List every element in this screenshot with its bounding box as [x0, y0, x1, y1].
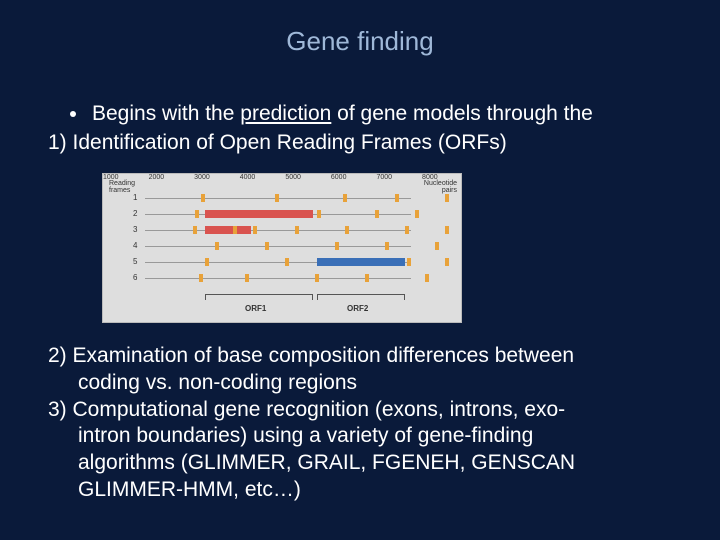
figure-marker [193, 226, 197, 234]
line-1: 1) Identification of Open Reading Frames… [48, 130, 672, 157]
figure-tick: 3000 [194, 174, 210, 181]
figure-row-number: 4 [133, 241, 137, 250]
figure-marker [405, 226, 409, 234]
figure-marker [315, 274, 319, 282]
bullet-1-pre: Begins with the [92, 102, 240, 125]
figure-lane [145, 278, 411, 279]
figure-orf-label: ORF2 [347, 304, 368, 313]
figure-marker [253, 226, 257, 234]
figure-row-number: 2 [133, 209, 137, 218]
figure-marker [395, 194, 399, 202]
figure-marker [245, 274, 249, 282]
figure-marker [365, 274, 369, 282]
figure-marker [445, 258, 449, 266]
figure-lane [145, 246, 411, 247]
line-3b: intron boundaries) using a variety of ge… [48, 423, 672, 450]
figure-top-ticks: 10002000300040005000600070008000 [103, 174, 461, 181]
figure-marker [385, 242, 389, 250]
line-3a: 3) Computational gene recognition (exons… [48, 397, 672, 424]
figure-row-number: 3 [133, 225, 137, 234]
orf-figure: Reading frames Nucleotide pairs 10002000… [102, 173, 462, 323]
bullet-dot-icon [70, 111, 76, 117]
figure-marker [343, 194, 347, 202]
body-block-2: 2) Examination of base composition diffe… [48, 343, 672, 504]
figure-marker [295, 226, 299, 234]
figure-row-number: 1 [133, 193, 137, 202]
figure-tick: 2000 [149, 174, 165, 181]
figure-brace [317, 294, 405, 300]
slide-title: Gene finding [48, 26, 672, 57]
bullet-1: Begins with the prediction of gene model… [48, 101, 672, 128]
figure-marker [233, 226, 237, 234]
figure-lane [145, 230, 411, 231]
line-3d: GLIMMER-HMM, etc…) [48, 477, 672, 504]
figure-tick: 4000 [240, 174, 256, 181]
line-3c: algorithms (GLIMMER, GRAIL, FGENEH, GENS… [48, 450, 672, 477]
figure-marker [195, 210, 199, 218]
figure-marker [425, 274, 429, 282]
figure-marker [445, 226, 449, 234]
figure-marker [415, 210, 419, 218]
figure-marker [205, 258, 209, 266]
bullet-1-post: of gene models through the [331, 102, 593, 125]
figure-marker [435, 242, 439, 250]
figure-marker [335, 242, 339, 250]
figure-marker [201, 194, 205, 202]
figure-marker [215, 242, 219, 250]
figure-marker [275, 194, 279, 202]
line-2b: coding vs. non-coding regions [48, 370, 672, 397]
body-block-1: Begins with the prediction of gene model… [48, 101, 672, 157]
figure-brace [205, 294, 313, 300]
figure-marker [285, 258, 289, 266]
bullet-1-text: Begins with the prediction of gene model… [92, 101, 593, 128]
figure-tick: 7000 [376, 174, 392, 181]
figure-marker [345, 226, 349, 234]
slide-container: Gene finding Begins with the prediction … [0, 0, 720, 540]
figure-tick: 6000 [331, 174, 347, 181]
bullet-1-underlined: prediction [240, 102, 331, 125]
figure-right-label: Nucleotide pairs [424, 180, 457, 194]
figure-red-bar [205, 226, 251, 234]
figure-row-number: 6 [133, 273, 137, 282]
line-2a: 2) Examination of base composition diffe… [48, 343, 672, 370]
figure-y-label: Reading frames [109, 180, 135, 194]
figure-marker [317, 210, 321, 218]
figure-container: Reading frames Nucleotide pairs 10002000… [102, 173, 672, 323]
figure-marker [199, 274, 203, 282]
figure-red-bar [205, 210, 313, 218]
figure-blue-bar [317, 258, 405, 266]
figure-orf-label: ORF1 [245, 304, 266, 313]
figure-marker [375, 210, 379, 218]
figure-row-number: 5 [133, 257, 137, 266]
figure-marker [445, 194, 449, 202]
figure-tick: 5000 [285, 174, 301, 181]
figure-marker [407, 258, 411, 266]
figure-marker [265, 242, 269, 250]
